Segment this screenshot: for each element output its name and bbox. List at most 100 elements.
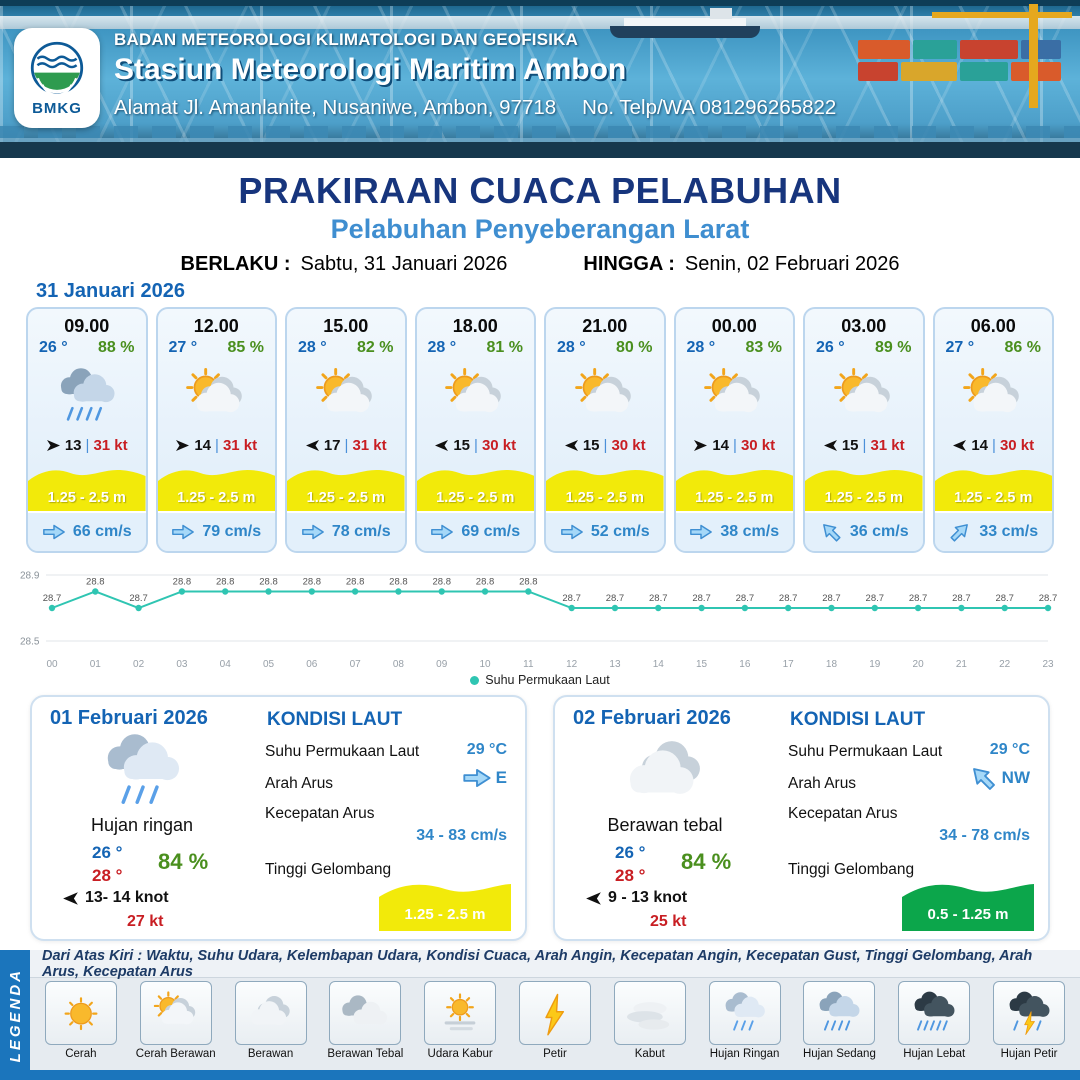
sst-value: 29 °C — [989, 741, 1030, 758]
chart-point — [655, 604, 662, 612]
forecast-time: 12.00 — [193, 316, 239, 336]
current-info: 79 cm/s — [157, 511, 275, 551]
svg-text:28.8: 28.8 — [389, 577, 408, 588]
wind-direction-icon — [176, 440, 190, 451]
wave-shape-icon — [157, 470, 275, 511]
svg-text:06: 06 — [306, 659, 318, 670]
weather-condition-icon — [821, 359, 907, 435]
air-temperature: 28 ° — [298, 339, 327, 356]
legend-item-label: Hujan Sedang — [802, 1048, 876, 1060]
separator: | — [344, 437, 349, 454]
chart-point — [784, 604, 792, 612]
svg-text:28.8: 28.8 — [519, 577, 538, 588]
current-direction-value: NW — [968, 767, 1030, 790]
svg-text:28.7: 28.7 — [649, 593, 668, 604]
cerah-berawan-icon — [574, 368, 631, 413]
current-info: 52 cm/s — [546, 511, 664, 551]
wind-gust: 31 kt — [870, 437, 905, 454]
legend-icon-box — [613, 981, 686, 1045]
chart-point — [958, 604, 965, 612]
wind-info: 17 | 31 kt — [305, 437, 387, 454]
wind-direction-icon — [46, 440, 60, 451]
current-direction-icon — [822, 524, 841, 542]
humidity: 86 % — [1004, 339, 1041, 356]
wave-shape-icon — [379, 884, 511, 931]
svg-text:12: 12 — [566, 659, 578, 670]
wave-shape-icon — [416, 470, 534, 511]
svg-text:28.8: 28.8 — [86, 577, 105, 588]
forecast-card: 09.00 26 ° 88 % 13 | 31 kt 1.25 - 2.5 m 66… — [26, 307, 148, 553]
wind-info: 15 | 31 kt — [823, 437, 905, 454]
temp-min: 26 ° — [615, 843, 646, 862]
header-banner: BMKG BADAN METEOROLOGI KLIMATOLOGI DAN G… — [0, 0, 1080, 158]
cerah-berawan-icon — [833, 368, 890, 413]
svg-text:15: 15 — [696, 659, 708, 670]
svg-text:04: 04 — [220, 659, 232, 670]
svg-text:07: 07 — [350, 659, 362, 670]
temp-humidity-row: 28 ° 82 % — [287, 337, 405, 359]
chart-point — [351, 588, 359, 595]
daily-forecast-card: 02 Februari 2026 Berawan tebal 26 ° 28 ° … — [553, 695, 1050, 941]
sst-chart-section: 28.9 28.5 28.7 00 28.8 01 28.7 02 28.8 03 28.8 04 28… — [0, 553, 1080, 688]
chart-point — [611, 604, 619, 612]
daily-forecast-card: 01 Februari 2026 Hujan ringan 26 ° 28 ° 8… — [30, 695, 527, 941]
wind-gust: 30 kt — [611, 437, 646, 454]
legend-item: Hujan Lebat — [889, 981, 979, 1067]
wind-speed: 15 — [453, 437, 471, 454]
legend-item: Petir — [510, 981, 600, 1067]
legend-item-label: Berawan Tebal — [327, 1048, 404, 1060]
current-speed: 38 cm/s — [720, 523, 780, 540]
wave-shape-icon — [546, 470, 664, 511]
legend-items-row: Cerah Cerah Berawan Berawan Berawan Teba… — [36, 981, 1074, 1067]
weather-condition-icon — [562, 359, 648, 435]
svg-text:09: 09 — [436, 659, 448, 670]
chart-point — [222, 588, 229, 595]
hingga-label: HINGGA : — [583, 253, 675, 275]
wind-gust: 30 kt — [740, 437, 776, 454]
wave-shape-icon — [902, 884, 1034, 931]
chart-point — [308, 588, 316, 595]
daily-temperatures: 26 ° 28 ° — [615, 841, 645, 887]
wind-info: 14 | 31 kt — [175, 437, 257, 454]
hourly-forecast-row: 09.00 26 ° 88 % 13 | 31 kt 1.25 - 2.5 m 66… — [0, 307, 1080, 553]
port-illustration — [0, 0, 1080, 158]
forecast-card: 18.00 28 ° 81 % 15 | 30 kt 1.25 - 2.5 m 69… — [414, 307, 536, 553]
org-name: BADAN METEOROLOGI KLIMATOLOGI DAN GEOFIS… — [114, 30, 579, 49]
legend-icon-box — [329, 981, 402, 1045]
legend-icon-box — [898, 981, 971, 1045]
daily-wave-value: 1.25 - 2.5 m — [404, 906, 486, 923]
wave-height: 1.25 - 2.5 m — [565, 490, 644, 506]
current-info: 66 cm/s — [28, 511, 146, 551]
separator: | — [85, 437, 90, 454]
current-info: 38 cm/s — [675, 511, 793, 551]
cerah-berawan-icon — [445, 368, 502, 413]
air-temperature: 28 ° — [686, 339, 716, 356]
current-speed: 36 cm/s — [849, 523, 909, 540]
svg-text:11: 11 — [523, 659, 534, 670]
svg-text:28.8: 28.8 — [259, 577, 278, 588]
sst-label: Suhu Permukaan Laut — [788, 743, 943, 760]
wind-speed: 14 — [712, 437, 730, 454]
chart-point — [48, 604, 56, 612]
chart-point — [914, 604, 922, 612]
daily-humidity: 84 % — [681, 849, 732, 874]
legend-item: Hujan Ringan — [700, 981, 790, 1067]
validity-period: BERLAKU : Sabtu, 31 Januari 2026 HINGGA … — [0, 253, 1080, 276]
legend-item: Berawan Tebal — [320, 981, 410, 1067]
svg-text:14: 14 — [653, 659, 665, 670]
daily-weather-icon — [68, 729, 218, 815]
chart-point — [871, 604, 878, 612]
legend-icon-box — [44, 981, 117, 1045]
svg-text:28.7: 28.7 — [909, 593, 928, 604]
wave-height-band: 1.25 - 2.5 m — [934, 465, 1052, 511]
current-direction-icon — [560, 524, 583, 540]
weather-condition-icon — [173, 359, 259, 435]
forecast-card: 00.00 28 ° 83 % 14 | 30 kt 1.25 - 2.5 m 38… — [673, 307, 795, 553]
svg-text:28.9: 28.9 — [20, 571, 40, 582]
humidity: 89 % — [875, 339, 912, 356]
svg-text:28.7: 28.7 — [736, 593, 755, 604]
wave-height-band: 1.25 - 2.5 m — [287, 465, 405, 511]
current-speed: 78 cm/s — [331, 523, 391, 540]
wind-direction-icon — [435, 440, 449, 451]
hujan-lebat-icon — [914, 991, 955, 1031]
